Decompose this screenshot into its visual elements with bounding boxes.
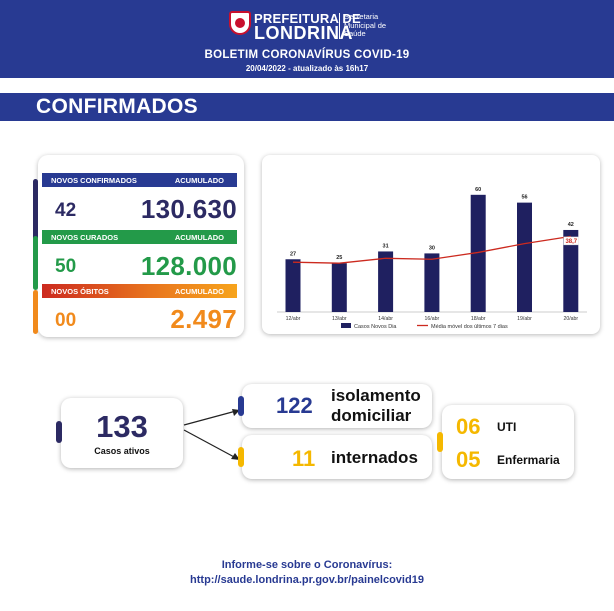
bulletin-date: 20/04/2022 - atualizado às 16h17: [245, 64, 369, 73]
hospitalized-card: [242, 435, 432, 479]
chart-bar: [424, 253, 440, 312]
logo-text-line2: LONDRINA: [254, 23, 353, 43]
active-accent: [56, 421, 62, 443]
isolation-label-line2: domiciliar: [331, 406, 412, 425]
logo-sub-line3: Saúde: [344, 29, 366, 39]
uti-label: UTI: [497, 420, 517, 434]
deaths-new-value: 00: [55, 310, 77, 331]
bar-value-label: 60: [475, 187, 481, 193]
ward-label: Enfermaria: [497, 453, 560, 467]
active-cases-number: 133: [96, 409, 148, 444]
x-tick-label: 13/abr: [332, 316, 347, 322]
section-title: CONFIRMADOS: [36, 95, 198, 118]
deaths-header: NOVOS ÓBITOS ACUMULADO: [42, 284, 237, 298]
hospitalized-number: 11: [292, 446, 316, 471]
logo-sub-line2: Municipal de: [344, 20, 387, 30]
confirmed-new-value: 42: [55, 200, 77, 221]
header-banner: [0, 0, 614, 78]
logo-sub-line1: Secretaria: [344, 12, 379, 21]
isolation-accent: [238, 396, 244, 416]
uti-number: 06: [456, 414, 481, 439]
logo-text-line1: PREFEITURA DE: [254, 11, 361, 26]
bar-value-label: 30: [429, 245, 435, 251]
chart-bar: [470, 194, 486, 312]
bulletin-title: BOLETIM CORONAVÍRUS COVID-19: [204, 49, 410, 61]
bar-value-label: 56: [521, 195, 527, 201]
isolation-number: 122: [276, 393, 313, 418]
footer-info-text: Informe-se sobre o Coronavírus:: [221, 559, 393, 571]
footer-link[interactable]: http://saude.londrina.pr.gov.br/painelco…: [190, 574, 424, 586]
x-tick-label: 19/abr: [517, 316, 532, 322]
line-value-box: [563, 236, 579, 246]
deaths-new-label: NOVOS ÓBITOS: [51, 287, 109, 296]
chart-bar: [378, 251, 394, 312]
confirmed-accent: [33, 179, 38, 243]
arrow-right-icon: [183, 409, 240, 460]
chart-bar: [285, 259, 301, 312]
hospitalized-label: internados: [331, 448, 418, 467]
ward-number: 05: [456, 447, 481, 472]
recovered-acc-value: 128.000: [140, 251, 237, 281]
active-cases-label: Casos ativos: [94, 446, 150, 456]
section-banner: [0, 93, 614, 121]
cases-chart: 27 12/abr 25 13/abr 31 14/abr 30 16/abr 60 18/abr…: [277, 187, 587, 330]
bar-value-label: 25: [336, 255, 342, 261]
line-value-label: 38,7: [565, 239, 577, 245]
confirmed-header: NOVOS CONFIRMADOS ACUMULADO: [42, 173, 237, 187]
hospital-breakdown-accent: [437, 432, 443, 452]
x-tick-label: 20/abr: [563, 316, 578, 322]
legend-bar-swatch: [341, 323, 351, 328]
active-cases-card: [61, 398, 183, 468]
bar-value-label: 27: [290, 251, 296, 257]
hospital-breakdown-card: [442, 405, 574, 479]
x-tick-label: 12/abr: [286, 316, 301, 322]
chart-bar: [517, 202, 532, 312]
logo-subtitle: Secretaria Municipal de Saúde: [344, 12, 387, 39]
recovered-header: NOVOS CURADOS ACUMULADO: [42, 230, 237, 244]
city-seal-icon: [229, 11, 251, 35]
deaths-accent: [33, 290, 38, 334]
chart-bar: [331, 263, 347, 312]
moving-average-line: [292, 235, 571, 264]
x-tick-label: 14/abr: [378, 316, 393, 322]
bar-value-label: 42: [568, 222, 574, 228]
confirmed-acc-value: 130.630: [140, 194, 237, 224]
hospitalized-accent: [238, 447, 244, 467]
recovered-accent: [33, 236, 38, 290]
recovered-new-value: 50: [55, 256, 77, 277]
isolation-label: isolamento domiciliar: [331, 386, 435, 426]
legend-line-label: Média móvel dos últimos 7 dias: [431, 324, 508, 330]
recovered-new-label: NOVOS CURADOS: [51, 233, 119, 242]
x-tick-label: 18/abr: [471, 316, 486, 322]
chart-bar: [563, 229, 579, 312]
legend-bar-label: Casos Novos Dia: [354, 324, 397, 330]
deaths-acc-value: 2.497: [170, 304, 237, 334]
x-tick-label: 16/abr: [425, 316, 440, 322]
logo-divider: [339, 13, 340, 39]
isolation-card: [242, 384, 432, 428]
confirmed-new-label: NOVOS CONFIRMADOS: [51, 176, 137, 185]
recovered-acc-label: ACUMULADO: [174, 233, 224, 242]
deaths-acc-label: ACUMULADO: [174, 287, 224, 296]
isolation-label-line1: isolamento: [331, 386, 421, 405]
bar-value-label: 31: [383, 243, 389, 249]
confirmed-acc-label: ACUMULADO: [174, 176, 224, 185]
